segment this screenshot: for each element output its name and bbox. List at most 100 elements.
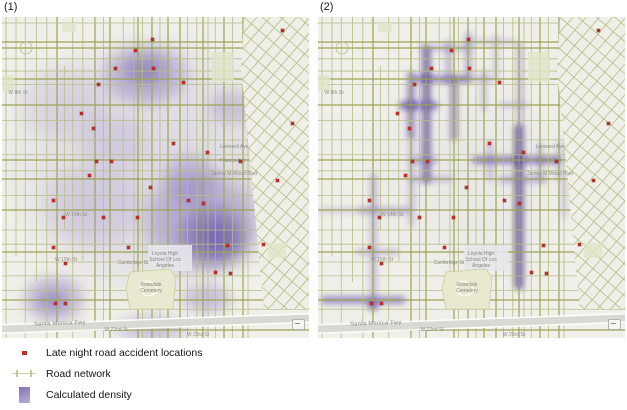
accident-point — [410, 159, 414, 163]
accident-point — [181, 80, 185, 84]
esri-dash — [295, 323, 300, 324]
accident-point — [51, 198, 55, 202]
density-blob — [72, 107, 152, 177]
accident-point — [63, 261, 67, 265]
accident-point — [51, 245, 55, 249]
density-swatch-icon — [18, 387, 30, 403]
road-line-icon — [12, 369, 36, 378]
accident-point — [151, 66, 155, 70]
accident-point — [425, 159, 429, 163]
legend-row-accidents: Late night road accident locations — [8, 343, 202, 362]
accident-point — [238, 159, 242, 163]
accident-point — [554, 159, 558, 163]
accident-point — [369, 301, 373, 305]
accident-point — [126, 245, 130, 249]
road-network-layer — [318, 17, 625, 338]
esri-attribution-icon — [292, 319, 305, 330]
panel-2-label: (2) — [320, 1, 334, 13]
accident-point — [94, 159, 98, 163]
road-line-marker — [8, 369, 40, 378]
accident-point — [466, 37, 470, 41]
accident-point — [205, 150, 209, 154]
accident-point — [467, 66, 471, 70]
accident-point — [464, 185, 468, 189]
accident-point — [101, 215, 105, 219]
legend: Late night road accident locations Road … — [8, 343, 202, 405]
accident-point — [109, 159, 113, 163]
accident-point — [377, 215, 381, 219]
accident-point — [133, 48, 137, 52]
accident-point — [150, 37, 154, 41]
accident-point — [61, 215, 65, 219]
density-blob — [34, 159, 150, 255]
accident-point — [367, 198, 371, 202]
density-blob — [34, 287, 70, 315]
accident-point — [63, 301, 67, 305]
accident-point — [96, 82, 100, 86]
legend-row-roads: Road network — [8, 364, 202, 383]
accident-point — [228, 271, 232, 275]
accident-point — [517, 201, 521, 205]
legend-label-roads: Road network — [46, 367, 111, 380]
panel-1: (1) W 8th St Leeward Ave Francis Ave James … — [2, 1, 309, 338]
accident-point — [407, 126, 411, 130]
accident-point — [442, 245, 446, 249]
accident-point — [275, 178, 279, 182]
accident-point — [449, 48, 453, 52]
accident-point — [541, 243, 545, 247]
accident-point — [367, 245, 371, 249]
accident-point — [521, 150, 525, 154]
accident-point — [544, 271, 548, 275]
accident-point — [403, 173, 407, 177]
accident-points-layer — [318, 17, 625, 338]
accident-point-marker — [8, 350, 40, 355]
accident-point — [87, 173, 91, 177]
density-blob — [118, 51, 172, 89]
esri-attribution-icon — [608, 319, 621, 330]
accident-point — [379, 301, 383, 305]
accident-point — [529, 270, 533, 274]
panel-2: (2) W 8th St Leeward Ave Francis Ave James … — [318, 1, 625, 338]
accident-point — [596, 28, 600, 32]
accident-point — [280, 28, 284, 32]
density-segment — [444, 39, 452, 85]
accident-point — [261, 242, 265, 246]
density-blob — [177, 281, 237, 317]
accident-point — [171, 141, 175, 145]
accident-point — [497, 80, 501, 84]
accident-point — [79, 111, 83, 115]
legend-label-density: Calculated density — [46, 389, 132, 401]
density-gradient-swatch — [8, 387, 40, 403]
density-blob — [18, 271, 90, 327]
accident-point — [395, 111, 399, 115]
accident-point — [502, 198, 506, 202]
map-viewport-1: W 8th St Leeward Ave Francis Ave James M Wo… — [2, 17, 309, 338]
accident-point — [487, 141, 491, 145]
road-network-layer — [2, 17, 309, 338]
accident-point — [451, 215, 455, 219]
legend-row-density: Calculated density — [8, 385, 202, 405]
density-blob — [95, 38, 195, 110]
accident-point — [591, 178, 595, 182]
accident-point — [201, 201, 205, 205]
map-viewport-2: W 8th St Leeward Ave Francis Ave James M Wo… — [318, 17, 625, 338]
density-blob — [192, 219, 244, 263]
accident-point — [135, 215, 139, 219]
accident-point — [417, 215, 421, 219]
accident-point — [53, 301, 57, 305]
accident-point — [429, 66, 433, 70]
accident-point — [213, 270, 217, 274]
accident-point-icon — [21, 350, 27, 355]
accident-point — [412, 82, 416, 86]
accident-point — [290, 121, 294, 125]
accident-point — [379, 261, 383, 265]
accident-point — [606, 121, 610, 125]
legend-label-accidents: Late night road accident locations — [46, 346, 203, 359]
accident-point — [91, 126, 95, 130]
esri-dash — [611, 323, 616, 324]
accident-points-layer — [2, 17, 309, 338]
accident-point — [225, 243, 229, 247]
accident-point — [577, 242, 581, 246]
accident-point — [186, 198, 190, 202]
